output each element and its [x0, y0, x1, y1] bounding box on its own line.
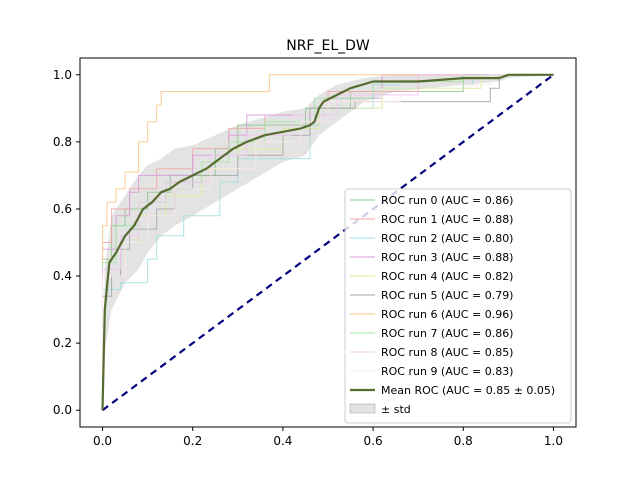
x-tick-label: 1.0 [544, 434, 563, 448]
roc-run-7-line [102, 74, 554, 411]
roc-run-1-line [102, 74, 554, 411]
legend-label: ROC run 3 (AUC = 0.88) [381, 251, 513, 264]
legend: ROC run 0 (AUC = 0.86) ROC run 1 (AUC = 0… [344, 188, 572, 424]
legend-label: ROC run 8 (AUC = 0.85) [381, 346, 513, 359]
legend-label: ROC run 9 (AUC = 0.83) [381, 365, 513, 378]
y-tick-label: 0.2 [53, 336, 72, 350]
legend-label: ROC run 5 (AUC = 0.79) [381, 289, 513, 302]
x-tick-label: 0.0 [93, 434, 112, 448]
roc-run-9-line [102, 74, 554, 411]
x-tick-label: 0.6 [364, 434, 383, 448]
legend-swatch [349, 403, 376, 414]
x-tick-label: 0.4 [273, 434, 292, 448]
y-tick-label: 1.0 [53, 68, 72, 82]
legend-label: ROC run 7 (AUC = 0.86) [381, 327, 513, 340]
x-tick-label: 0.2 [183, 434, 202, 448]
legend-box [344, 188, 572, 424]
legend-label: ROC run 1 (AUC = 0.88) [381, 213, 513, 226]
legend-label: ± std [381, 403, 411, 416]
axes-frame [79, 57, 577, 428]
legend-label: ROC run 6 (AUC = 0.96) [381, 308, 513, 321]
roc-run-6-line [102, 74, 554, 411]
y-tick-label: 0.4 [53, 269, 72, 283]
legend-label: ROC run 2 (AUC = 0.80) [381, 232, 513, 245]
chart-title: NRF_EL_DW [286, 38, 370, 54]
mean-roc-line [101, 73, 554, 411]
chance-line [101, 73, 555, 412]
legend-label: ROC run 4 (AUC = 0.82) [381, 270, 513, 283]
axes: 0.0 0.2 0.4 0.6 0.8 1.0 0.0 0.2 0.4 0.6 0.8 1.0 [53, 57, 577, 448]
x-tick-label: 0.8 [454, 434, 473, 448]
y-tick-label: 0.8 [53, 135, 72, 149]
y-tick-label: 0.0 [53, 403, 72, 417]
legend-label: ROC run 0 (AUC = 0.86) [381, 194, 513, 207]
y-tick-label: 0.6 [53, 202, 72, 216]
plot-area [101, 73, 555, 412]
roc-run-2-line [102, 74, 554, 411]
legend-label: Mean ROC (AUC = 0.85 ± 0.05) [381, 384, 555, 397]
